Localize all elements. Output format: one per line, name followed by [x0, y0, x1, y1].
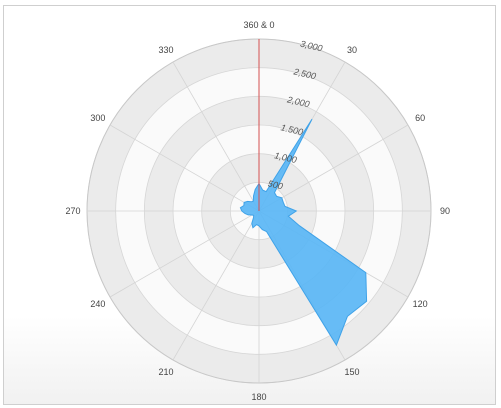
angle-gridline — [172, 61, 260, 212]
angle-label: 330 — [158, 45, 173, 55]
angle-label: 150 — [344, 367, 359, 377]
angle-gridline — [172, 210, 260, 361]
series-area — [239, 118, 368, 347]
angle-label: 360 & 0 — [243, 20, 274, 30]
radial-label: 3,000 — [299, 39, 323, 54]
angle-gridline — [258, 124, 409, 212]
radial-label: 1.500 — [280, 122, 304, 137]
angle-label: 120 — [413, 299, 428, 309]
angle-label: 270 — [65, 206, 80, 216]
angle-labels: 360 & 0 30 60 90 120 150 180 210 240 270 300 330 — [65, 20, 450, 402]
series-area-shape — [239, 118, 368, 347]
angle-label: 240 — [90, 299, 105, 309]
angle-gridlines — [87, 61, 431, 383]
radial-label: 500 — [267, 178, 284, 191]
angle-label: 90 — [440, 206, 450, 216]
angle-label: 210 — [158, 367, 173, 377]
angle-label: 30 — [347, 45, 357, 55]
angle-label: 180 — [251, 392, 266, 402]
radial-label: 1,000 — [273, 150, 297, 165]
angle-gridline — [109, 210, 260, 298]
angle-label: 300 — [90, 113, 105, 123]
angle-gridline — [109, 124, 260, 212]
angle-label: 60 — [415, 113, 425, 123]
